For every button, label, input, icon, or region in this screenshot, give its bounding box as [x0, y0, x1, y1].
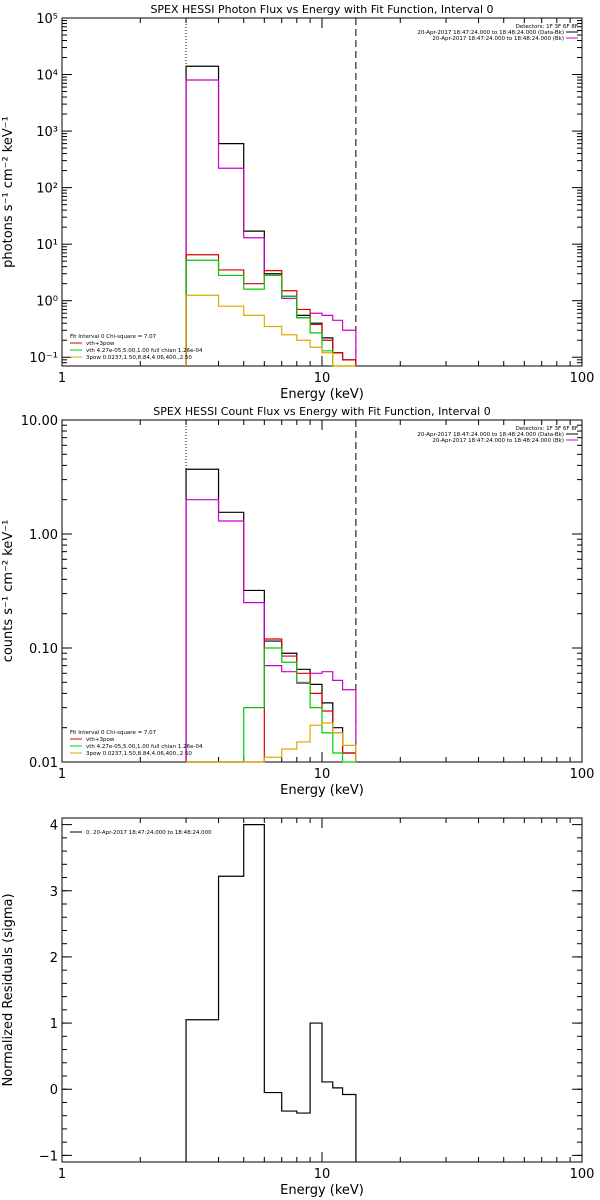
y-tick-label: 3 — [50, 885, 58, 900]
series-5-histogram — [185, 294, 356, 367]
y-axis-label: photons s⁻¹ cm⁻² keV⁻¹ — [1, 116, 16, 268]
x-axis-label: Energy (keV) — [280, 387, 364, 402]
y-tick-label: 1 — [50, 1017, 58, 1032]
legend-detectors: Detectors: 1F 3F 6F 8F — [516, 24, 578, 30]
plot-title: SPEX HESSI Count Flux vs Energy with Fit… — [153, 405, 490, 418]
x-tick-label: 10 — [314, 371, 331, 386]
legend-entry-label: 0. 20-Apr-2017 18:47:24.000 to 18:48:24.… — [86, 830, 212, 836]
y-tick-label: 10⁴ — [36, 69, 58, 84]
y-tick-label: 10.00 — [21, 414, 58, 429]
legend-entry-label: 20-Apr-2017 18:47:24.000 to 18:48:24.000… — [432, 438, 564, 444]
y-axis-label: Normalized Residuals (sigma) — [1, 893, 16, 1086]
y-tick-label: −1 — [39, 1149, 58, 1164]
legend-entry-label: 20-Apr-2017 18:47:24.000 to 18:48:24.000… — [417, 432, 564, 438]
legend-entry-label: 3pow 0.0237,1.50,8.84,4.06,400.,2.50 — [86, 355, 192, 361]
x-axis-label: Energy (keV) — [280, 1183, 364, 1198]
legend-entry-label: vth+3pow — [86, 737, 115, 743]
y-tick-label: 10³ — [36, 125, 58, 140]
legend-fit-header: Fit Interval 0 Chi-square = 7.07 — [70, 730, 157, 736]
y-tick-label: 2 — [50, 951, 58, 966]
x-axis-label: Energy (keV) — [280, 783, 364, 798]
series-5-histogram — [186, 722, 357, 763]
x-tick-label: 10 — [314, 1167, 331, 1182]
y-tick-label: 10⁰ — [36, 295, 58, 310]
legend-entry-label: 3pow 0.0237,1.50,8.84,4.06,400.,2.50 — [86, 751, 192, 757]
series-4-histogram — [185, 259, 356, 367]
x-tick-label: 100 — [570, 371, 595, 386]
x-tick-label: 100 — [570, 1167, 595, 1182]
legend-entry-label: 20-Apr-2017 18:47:24.000 to 18:48:24.000… — [417, 30, 564, 36]
plot-panel-3: 1 10 100 Energy (keV) −1 0 1 2 3 4 Normalized Resi… — [1, 817, 595, 1198]
series-4-histogram — [186, 647, 356, 763]
series-1-histogram — [185, 65, 357, 366]
series-1-histogram — [185, 468, 357, 762]
y-tick-label: 1.00 — [29, 528, 58, 543]
x-tick-label: 10 — [314, 767, 331, 782]
x-tick-label: 1 — [58, 1167, 66, 1182]
series-1-histogram — [185, 824, 357, 1162]
legend-detectors: Detectors: 1F 3F 6F 8F — [516, 426, 578, 432]
plot-frame — [61, 817, 583, 1163]
x-tick-label: 100 — [570, 767, 595, 782]
legend-entry-label: vth+3pow — [86, 341, 115, 347]
y-tick-label: 10⁵ — [36, 12, 58, 27]
x-tick-label: 1 — [58, 371, 66, 386]
y-tick-label: 0 — [50, 1083, 58, 1098]
legend-fit-header: Fit Interval 0 Chi-square = 7.07 — [70, 334, 157, 340]
plot-panel-2: SPEX HESSI Count Flux vs Energy with Fit… — [1, 405, 594, 798]
y-tick-label: 10¹ — [36, 238, 58, 253]
legend-entry-label: vth 4.27e-05,5.00,1.00 full chian 1.26e-… — [86, 744, 203, 750]
y-tick-label: 0.10 — [29, 642, 58, 657]
legend-entry-label: 20-Apr-2017 18:47:24.000 to 18:48:24.000… — [432, 36, 564, 42]
series-2-histogram — [185, 79, 357, 366]
y-axis-label: counts s⁻¹ cm⁻² keV⁻¹ — [1, 520, 16, 663]
legend-entry-label: vth 4.27e-05,5.00,1.00 full chian 1.26e-… — [86, 348, 203, 354]
series-3-histogram — [186, 638, 357, 763]
y-tick-label: 4 — [50, 819, 58, 834]
y-tick-label: 10² — [36, 182, 58, 197]
plot-panel-1: SPEX HESSI Photon Flux vs Energy with Fi… — [1, 3, 594, 402]
plot-title: SPEX HESSI Photon Flux vs Energy with Fi… — [150, 3, 493, 16]
x-tick-label: 1 — [58, 767, 66, 782]
y-tick-label: 10⁻¹ — [29, 351, 58, 366]
series-3-histogram — [185, 254, 357, 366]
y-tick-label: 0.01 — [29, 756, 58, 771]
